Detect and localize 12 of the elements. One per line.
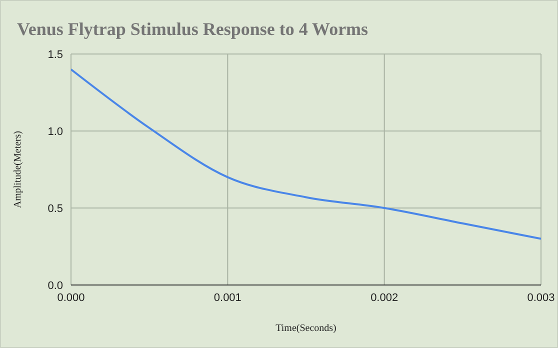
x-tick-label: 0.002	[370, 292, 398, 304]
x-tick-label: 0.001	[214, 292, 242, 304]
y-tick-label: 0.0	[48, 280, 63, 292]
line-series	[71, 68, 541, 240]
y-tick-label: 1.0	[48, 126, 63, 138]
x-axis-title: Time(Seconds)	[276, 323, 336, 334]
x-tick-label: 0.003	[527, 292, 555, 304]
y-tick-label: 0.5	[48, 202, 63, 215]
x-tick-label: 0.000	[57, 292, 85, 304]
chart-title: Venus Flytrap Stimulus Response to 4 Worms	[17, 19, 368, 40]
y-tick-label: 1.5	[48, 48, 63, 61]
y-axis-title: Amplitude(Meters)	[12, 130, 24, 208]
